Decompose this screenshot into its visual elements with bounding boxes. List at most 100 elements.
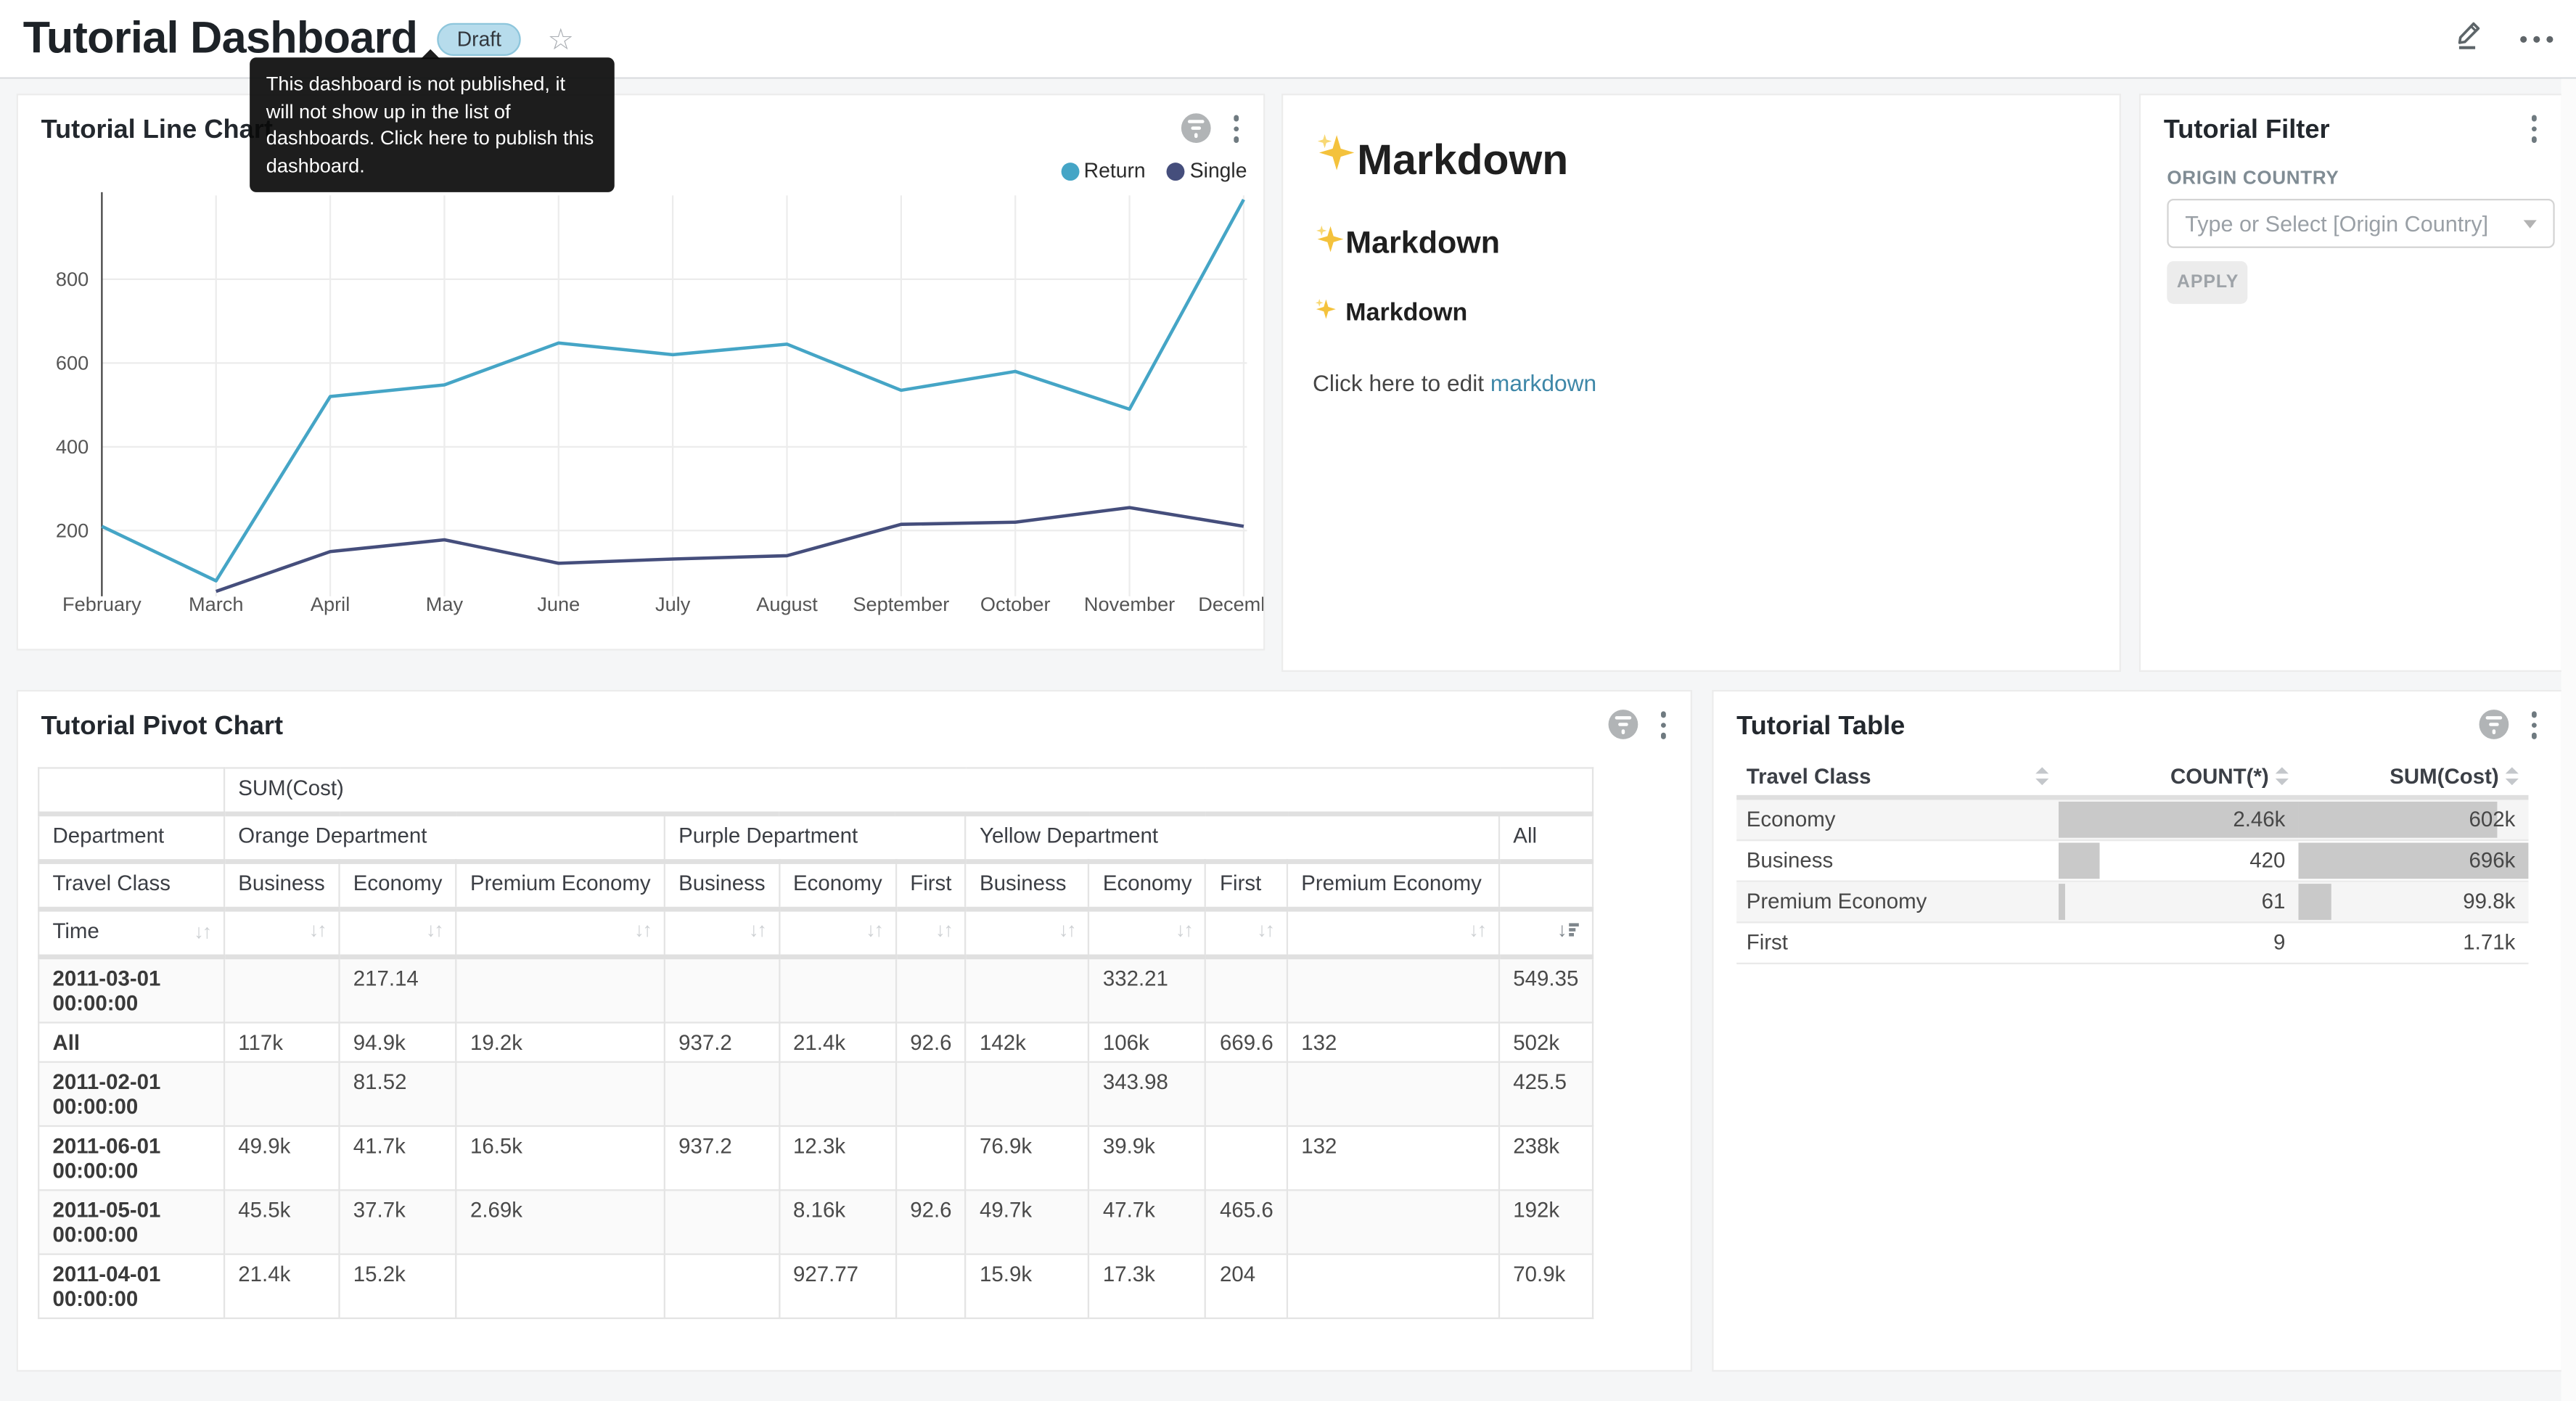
sort-icon[interactable]: ↓↑ — [1059, 919, 1075, 942]
draft-badge[interactable]: Draft — [438, 22, 522, 55]
pivot-value-cell: 19.2k — [456, 1022, 665, 1061]
pivot-class-header: Economy — [340, 862, 456, 910]
pivot-value-cell: 21.4k — [779, 1022, 896, 1061]
sort-icon[interactable]: ↓↑ — [866, 919, 882, 942]
pivot-chart-title: Tutorial Pivot Chart — [41, 713, 283, 743]
pivot-value-cell — [779, 1062, 896, 1126]
cell-sum-cost: 1.71k — [2298, 923, 2528, 962]
markdown-h2: Markdown — [1313, 223, 2093, 266]
pivot-sort-cell: ↓↑ — [224, 909, 339, 957]
filter-funnel-icon[interactable] — [1607, 710, 1637, 740]
pivot-class-header: Business — [665, 862, 779, 910]
pivot-time-header: Time↓↑ — [38, 909, 224, 957]
legend-item-single[interactable]: Single — [1167, 160, 1247, 183]
pivot-value-cell — [1287, 1254, 1499, 1318]
sort-icon[interactable]: ↓↑ — [634, 919, 651, 942]
pivot-value-cell: 94.9k — [340, 1022, 456, 1061]
pivot-value-cell: 70.9k — [1499, 1254, 1593, 1318]
pivot-value-cell: 39.9k — [1089, 1126, 1206, 1190]
pivot-sort-cell: ↓↑ — [896, 909, 966, 957]
sort-icon[interactable]: ↓↑ — [1257, 919, 1273, 942]
pivot-department-header: Yellow Department — [966, 814, 1499, 862]
pivot-sort-cell: ↓↑ — [665, 909, 779, 957]
pivot-row-label: 2011-04-01 00:00:00 — [38, 1254, 224, 1318]
col-header-sum-cost[interactable]: SUM(Cost) — [2298, 764, 2528, 789]
pivot-class-header: Business — [966, 862, 1089, 910]
filter-funnel-icon[interactable] — [2478, 710, 2508, 740]
favorite-star-icon[interactable]: ☆ — [547, 24, 574, 54]
pivot-value-cell — [224, 957, 339, 1023]
x-tick-label: March — [189, 593, 243, 616]
scrollbar-gutter[interactable] — [2561, 79, 2576, 1401]
legend-dot — [1061, 162, 1079, 180]
pivot-row-label: 2011-03-01 00:00:00 — [38, 957, 224, 1023]
table-row: Premium Economy6199.8k — [1736, 882, 2528, 924]
chevron-down-icon — [2524, 219, 2537, 227]
pivot-value-cell: 17.3k — [1089, 1254, 1206, 1318]
pivot-value-cell: 8.16k — [779, 1190, 896, 1254]
pivot-dim-row-label: Department — [38, 814, 224, 862]
table-row: Business420696k — [1736, 841, 2528, 882]
pivot-value-cell — [665, 1254, 779, 1318]
pivot-sort-cell: ↓↑ — [456, 909, 665, 957]
sort-icon[interactable]: ↓↑ — [309, 919, 326, 942]
pivot-value-cell: 549.35 — [1499, 957, 1593, 1023]
x-tick-label: April — [311, 593, 350, 616]
pivot-sort-cell: ↓↑ — [1089, 909, 1206, 957]
sort-icon[interactable]: ↓↑ — [749, 919, 766, 942]
more-menu-icon[interactable] — [2520, 36, 2553, 42]
sparkle-icon — [1313, 297, 1337, 329]
markdown-card: Markdown Markdown Markdown Click here to… — [1281, 94, 2121, 672]
edit-pencil-icon[interactable] — [2455, 18, 2487, 59]
x-tick-label: October — [980, 593, 1051, 616]
markdown-edit-link[interactable]: markdown — [1490, 369, 1596, 395]
pivot-value-cell — [665, 957, 779, 1023]
sort-icon[interactable]: ↓↑ — [935, 919, 952, 942]
pivot-card-actions — [1607, 710, 1670, 740]
x-tick-label: September — [853, 593, 949, 616]
pivot-class-header: Premium Economy — [1287, 862, 1499, 910]
pivot-row: 2011-05-01 00:00:0045.5k37.7k2.69k8.16k9… — [38, 1190, 1592, 1254]
pivot-row-label: 2011-02-01 00:00:00 — [38, 1062, 224, 1126]
sort-icon[interactable]: ↓↑ — [1176, 919, 1192, 942]
pivot-class-header: Economy — [779, 862, 896, 910]
sort-icon[interactable]: ↓↑ — [194, 919, 210, 942]
pivot-value-cell — [456, 1062, 665, 1126]
pivot-value-cell: 425.5 — [1499, 1062, 1593, 1126]
pivot-chart-card: Tutorial Pivot Chart SUM(Cost)Department… — [17, 690, 1692, 1372]
table-row: First91.71k — [1736, 923, 2528, 964]
apply-button[interactable]: APPLY — [2167, 261, 2247, 304]
kebab-menu-icon[interactable] — [1655, 710, 1671, 740]
cell-count: 61 — [2059, 882, 2299, 921]
pivot-value-cell — [456, 1254, 665, 1318]
pivot-value-cell: 81.52 — [340, 1062, 456, 1126]
header-actions — [2455, 0, 2554, 77]
sort-icon[interactable]: ↓↑ — [1469, 919, 1485, 942]
sort-icon[interactable]: ↓↑ — [426, 919, 443, 942]
col-header-count[interactable]: COUNT(*) — [2059, 764, 2299, 789]
sparkle-icon — [1313, 223, 1345, 266]
pivot-value-cell: 132 — [1287, 1126, 1499, 1190]
pivot-row-label: All — [38, 1022, 224, 1061]
filter-card-actions — [2526, 113, 2542, 144]
pivot-value-cell: 217.14 — [340, 957, 456, 1023]
cell-sum-cost: 696k — [2298, 841, 2528, 880]
pivot-value-cell: 37.7k — [340, 1190, 456, 1254]
publish-tooltip[interactable]: This dashboard is not published, it will… — [250, 57, 615, 192]
legend-item-return[interactable]: Return — [1061, 160, 1146, 183]
kebab-menu-icon[interactable] — [2526, 710, 2542, 740]
kebab-menu-icon[interactable] — [2526, 113, 2542, 144]
col-header-travel-class[interactable]: Travel Class — [1736, 764, 2059, 789]
pivot-department-header: Orange Department — [224, 814, 665, 862]
pivot-value-cell: 238k — [1499, 1126, 1593, 1190]
pivot-value-cell: 2.69k — [456, 1190, 665, 1254]
y-tick-label: 200 — [23, 519, 89, 542]
y-tick-label: 800 — [23, 268, 89, 291]
pivot-value-cell — [896, 1062, 966, 1126]
pivot-value-cell: 117k — [224, 1022, 339, 1061]
sort-icon-active[interactable]: ↓ — [1557, 919, 1578, 942]
table-card-actions — [2478, 710, 2541, 740]
pivot-class-header: First — [1206, 862, 1287, 910]
sort-caret-icon — [2506, 767, 2519, 785]
origin-country-select[interactable]: Type or Select [Origin Country] — [2167, 199, 2554, 248]
